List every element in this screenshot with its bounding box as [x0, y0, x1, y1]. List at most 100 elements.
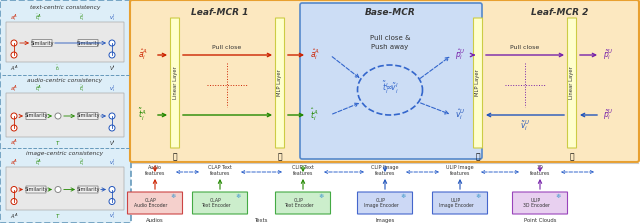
Text: $a_i^A$: $a_i^A$	[10, 13, 18, 23]
Circle shape	[109, 40, 115, 46]
Text: 🔥: 🔥	[173, 152, 177, 161]
Text: $v_i^I$: $v_i^I$	[109, 158, 115, 168]
Text: $A^A$: $A^A$	[10, 211, 19, 221]
FancyBboxPatch shape	[78, 186, 98, 193]
Text: ULIP
3D Encoder: ULIP 3D Encoder	[523, 198, 549, 209]
Text: Leaf-MCR 1: Leaf-MCR 1	[191, 8, 249, 17]
Text: ❄: ❄	[401, 194, 406, 200]
Text: $\tilde{t}_i^A$: $\tilde{t}_i^A$	[138, 107, 147, 123]
FancyBboxPatch shape	[127, 192, 182, 214]
Text: $\tilde{t}_i^I$: $\tilde{t}_i^I$	[79, 158, 84, 168]
Text: $\tilde{t}_i^I$: $\tilde{t}_i^I$	[79, 13, 84, 23]
Text: $a_i^A$: $a_i^A$	[10, 84, 18, 94]
Text: Similarity: Similarity	[76, 114, 100, 118]
Text: ULIP Image
features: ULIP Image features	[446, 165, 474, 176]
Text: CLIP
Text Encoder: CLIP Text Encoder	[284, 198, 314, 209]
Text: Similarity: Similarity	[24, 114, 48, 118]
Text: ❄: ❄	[476, 194, 481, 200]
Text: $\tilde{p}_i^U$: $\tilde{p}_i^U$	[603, 107, 614, 122]
FancyBboxPatch shape	[6, 22, 124, 62]
Text: ULIP
Image Encoder: ULIP Image Encoder	[438, 198, 474, 209]
Text: $\hat{v}_i^U$: $\hat{v}_i^U$	[455, 107, 465, 122]
FancyBboxPatch shape	[32, 39, 52, 47]
Text: $T$: $T$	[55, 212, 61, 220]
Circle shape	[55, 113, 61, 119]
FancyBboxPatch shape	[78, 39, 98, 47]
Text: $\hat{p}_i^U$: $\hat{p}_i^U$	[455, 47, 466, 62]
Text: $\hat{a}_i^A$: $\hat{a}_i^A$	[310, 47, 320, 62]
FancyBboxPatch shape	[275, 18, 285, 148]
Circle shape	[109, 186, 115, 192]
Text: Leaf-MCR 2: Leaf-MCR 2	[531, 8, 589, 17]
Text: Point Clouds: Point Clouds	[524, 218, 556, 223]
Text: CLAP
Text Encoder: CLAP Text Encoder	[201, 198, 231, 209]
FancyBboxPatch shape	[170, 18, 179, 148]
Text: $A^A$: $A^A$	[10, 63, 19, 73]
Text: $\hat{a}_i^A$: $\hat{a}_i^A$	[138, 47, 148, 62]
Text: $\tilde{t}_i^A$: $\tilde{t}_i^A$	[35, 158, 41, 168]
Circle shape	[109, 125, 115, 131]
Text: $T$: $T$	[55, 139, 61, 147]
Text: Texts: Texts	[255, 218, 269, 223]
Text: CLIP Image
features: CLIP Image features	[371, 165, 399, 176]
Circle shape	[11, 198, 17, 204]
Text: $v_i^I$: $v_i^I$	[109, 84, 115, 94]
Text: Similarity: Similarity	[30, 41, 54, 45]
FancyBboxPatch shape	[433, 192, 488, 214]
Text: $\tilde{p}_i^U$: $\tilde{p}_i^U$	[603, 47, 614, 62]
Text: 🔥: 🔥	[570, 152, 574, 161]
Text: Pull close: Pull close	[212, 45, 242, 50]
Text: Similarity: Similarity	[24, 187, 48, 192]
Text: $\tilde{t}_i$: $\tilde{t}_i$	[56, 63, 61, 73]
FancyBboxPatch shape	[6, 167, 124, 210]
Circle shape	[109, 113, 115, 119]
Text: Pull close &: Pull close &	[370, 35, 410, 41]
Text: $\tilde{t}_i^I\!\infty\!\tilde{v}_i^I$: $\tilde{t}_i^I\!\infty\!\tilde{v}_i^I$	[381, 80, 399, 96]
FancyBboxPatch shape	[78, 112, 98, 120]
Circle shape	[109, 52, 115, 58]
Circle shape	[11, 40, 17, 46]
Text: CLIP Text
features: CLIP Text features	[292, 165, 314, 176]
FancyBboxPatch shape	[300, 3, 482, 159]
FancyBboxPatch shape	[568, 18, 577, 148]
Text: ❄: ❄	[556, 194, 561, 200]
Text: 3D
features: 3D features	[530, 165, 550, 176]
Text: Audios: Audios	[146, 218, 164, 223]
Text: $a_i^A$: $a_i^A$	[10, 138, 18, 148]
Text: Push away: Push away	[371, 44, 408, 50]
Text: $\tilde{v}_i^U$: $\tilde{v}_i^U$	[520, 118, 530, 133]
Circle shape	[11, 113, 17, 119]
FancyBboxPatch shape	[358, 192, 413, 214]
Text: Base-MCR: Base-MCR	[365, 8, 415, 17]
FancyBboxPatch shape	[26, 186, 46, 193]
Text: 🔥: 🔥	[278, 152, 282, 161]
Text: Similarity: Similarity	[76, 41, 100, 45]
Text: CLAP
Audio Encoder: CLAP Audio Encoder	[134, 198, 168, 209]
Text: 🔥: 🔥	[476, 152, 480, 161]
Text: $\tilde{t}_i^A$: $\tilde{t}_i^A$	[35, 84, 41, 94]
Text: image-centric consistency: image-centric consistency	[26, 151, 104, 156]
Text: MLP Layer: MLP Layer	[278, 70, 282, 96]
Circle shape	[11, 52, 17, 58]
Text: Linear Layer: Linear Layer	[570, 66, 575, 99]
Text: audio-centric consistency: audio-centric consistency	[28, 78, 102, 83]
Text: MLP Layer: MLP Layer	[476, 70, 481, 96]
FancyBboxPatch shape	[513, 192, 568, 214]
Text: Linear Layer: Linear Layer	[173, 66, 177, 99]
FancyBboxPatch shape	[26, 112, 46, 120]
Text: $v_i^I$: $v_i^I$	[109, 211, 115, 221]
Text: CLAP Text
features: CLAP Text features	[208, 165, 232, 176]
Text: $V^I$: $V^I$	[109, 138, 115, 148]
Text: $v_i^I$: $v_i^I$	[109, 13, 115, 23]
Text: Images: Images	[375, 218, 395, 223]
Text: Audio
features: Audio features	[145, 165, 165, 176]
Text: $\tilde{t}_i^I$: $\tilde{t}_i^I$	[79, 84, 84, 94]
Text: $V^I$: $V^I$	[109, 63, 115, 73]
FancyBboxPatch shape	[0, 0, 131, 223]
Circle shape	[11, 186, 17, 192]
Circle shape	[109, 198, 115, 204]
Text: ❄: ❄	[318, 194, 324, 200]
FancyBboxPatch shape	[474, 18, 483, 148]
Text: Pull close: Pull close	[510, 45, 540, 50]
FancyBboxPatch shape	[130, 0, 639, 162]
